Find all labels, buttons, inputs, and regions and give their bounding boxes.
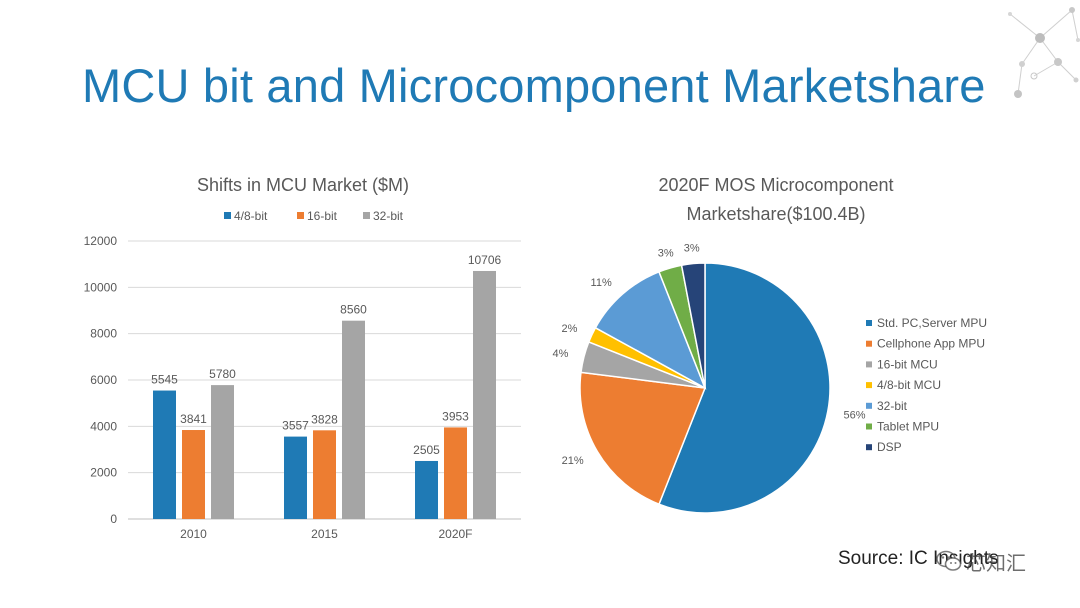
bar-chart-y-axis: 0 2000 4000 6000 8000 10000 12000 — [84, 234, 118, 526]
pie-legend-label: 32-bit — [877, 399, 908, 413]
legend-swatch — [297, 212, 304, 219]
pie-legend-label: DSP — [877, 440, 902, 454]
watermark-text: 芯知汇 — [966, 552, 1026, 575]
legend-label: 16-bit — [307, 209, 338, 223]
pie-data-label: 56% — [844, 409, 866, 421]
data-label: 3557 — [282, 419, 309, 433]
pie-data-label: 2% — [562, 323, 578, 335]
bar — [473, 270, 496, 519]
bar-chart-x-axis: 2010 2015 2020F — [180, 527, 472, 541]
data-label: 10706 — [468, 253, 502, 267]
wechat-icon — [936, 550, 962, 571]
bar-chart-title: Shifts in MCU Market ($M) — [197, 175, 409, 195]
pie-data-label: 4% — [553, 348, 569, 360]
pie-chart-data-labels: 56% 21% 4% 2% 11% 3% 3% — [553, 243, 866, 467]
pie-data-label: 3% — [684, 243, 700, 255]
pie-slice — [658, 262, 831, 514]
pie-data-label: 21% — [562, 455, 584, 467]
bar — [182, 430, 205, 519]
pie-legend-swatch — [866, 382, 872, 389]
legend-label: 32-bit — [373, 209, 404, 223]
bar-chart: Shifts in MCU Market ($M) 4/8-bit 16-bit 3… — [84, 175, 521, 541]
data-label: 3841 — [180, 412, 207, 426]
pie-slice — [594, 270, 707, 390]
bar — [342, 320, 365, 519]
y-tick-label: 8000 — [90, 327, 117, 341]
data-label: 8560 — [340, 303, 367, 317]
legend-swatch — [363, 212, 370, 219]
x-tick-label: 2010 — [180, 527, 207, 541]
pie-chart-legend: Std. PC,Server MPU Cellphone App MPU 16-bi… — [866, 316, 987, 454]
slide-title: MCU bit and Microcomponent Marketshare — [82, 59, 986, 112]
pie-chart-title-line-1: 2020F MOS Microcomponent — [658, 175, 893, 195]
decorative-network — [1008, 7, 1080, 98]
x-tick-label: 2020F — [438, 527, 472, 541]
pie-slice — [680, 262, 706, 389]
bar-chart-data-labels: 5545 3841 5780 3557 3828 8560 2505 3953 10706 — [151, 253, 501, 457]
legend-swatch — [224, 212, 231, 219]
data-label: 3828 — [311, 412, 338, 426]
legend-label: 4/8-bit — [234, 209, 268, 223]
pie-data-label: 3% — [658, 248, 674, 260]
data-label: 2505 — [413, 443, 440, 457]
pie-legend-swatch — [866, 402, 872, 409]
pie-data-label: 11% — [591, 277, 612, 289]
pie-chart: 2020F MOS Microcomponent Marketshare($10… — [553, 175, 987, 514]
bar — [211, 385, 234, 519]
pie-legend-swatch — [866, 423, 872, 430]
pie-chart-title-line-2: Marketshare($100.4B) — [686, 204, 865, 224]
y-tick-label: 4000 — [90, 419, 117, 433]
y-tick-label: 6000 — [90, 373, 117, 387]
x-tick-label: 2015 — [311, 527, 338, 541]
data-label: 5545 — [151, 373, 178, 387]
data-label: 5780 — [209, 367, 236, 381]
data-label: 3953 — [442, 409, 469, 423]
pie-legend-swatch — [866, 340, 872, 347]
bar-chart-legend: 4/8-bit 16-bit 32-bit — [224, 209, 404, 223]
pie-legend-label: 4/8-bit MCU — [877, 378, 941, 392]
watermark: 芯知汇 — [936, 544, 1056, 578]
y-tick-label: 12000 — [84, 234, 118, 248]
bar — [313, 430, 336, 519]
y-tick-label: 10000 — [84, 280, 118, 294]
bar-chart-bars — [153, 270, 496, 519]
pie-legend-swatch — [866, 444, 872, 451]
bar — [444, 427, 467, 519]
pie-legend-swatch — [866, 361, 872, 368]
pie-legend-label: Cellphone App MPU — [877, 337, 985, 351]
pie-legend-label: Tablet MPU — [877, 420, 939, 434]
pie-legend-label: Std. PC,Server MPU — [877, 316, 987, 330]
bar — [284, 436, 307, 519]
pie-slice — [579, 371, 707, 506]
bar — [415, 460, 438, 519]
y-tick-label: 2000 — [90, 466, 117, 480]
pie-chart-slices — [579, 262, 831, 514]
y-tick-label: 0 — [110, 512, 117, 526]
pie-legend-swatch — [866, 320, 872, 326]
bar — [153, 390, 176, 519]
pie-legend-label: 16-bit MCU — [877, 357, 938, 371]
